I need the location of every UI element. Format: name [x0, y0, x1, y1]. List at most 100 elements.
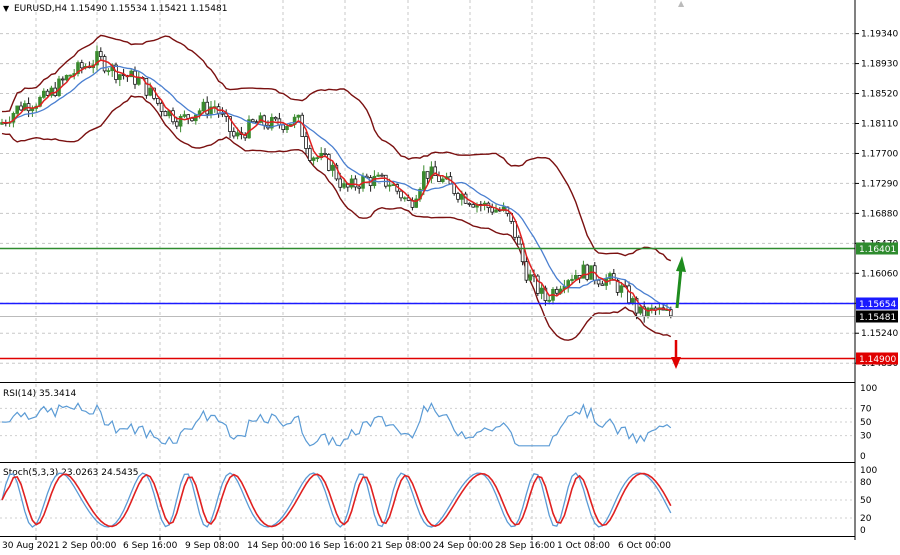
bollinger-lower: [1, 95, 672, 341]
rsi-tick-label: 50: [860, 418, 872, 428]
mid-level-tag: [856, 297, 898, 310]
candle-body: [570, 278, 574, 281]
upper-level-tag: [856, 242, 898, 255]
time-tick-label: 9 Sep 08:00: [185, 541, 240, 551]
candle-body: [524, 261, 529, 281]
candle-body: [669, 309, 673, 317]
candle-body: [99, 51, 103, 57]
stoch-tick-label: 50: [860, 496, 872, 506]
candle-body: [304, 136, 308, 149]
candle-body: [490, 207, 494, 213]
candle-body: [254, 121, 259, 124]
ma-fast-line: [1, 59, 672, 312]
candle-body: [349, 178, 354, 188]
rsi-panel[interactable]: [0, 383, 855, 461]
candle-body: [650, 307, 654, 310]
candle-body: [387, 184, 392, 187]
candle-body: [555, 288, 559, 294]
candle-body: [42, 90, 46, 98]
candle-body: [323, 152, 327, 155]
candle-body: [520, 243, 525, 263]
candle-body: [536, 275, 540, 294]
stoch-panel[interactable]: [0, 464, 855, 536]
rsi-title: RSI(14) 35.3414: [3, 389, 76, 399]
candle-body: [205, 101, 210, 115]
candle-body: [163, 111, 168, 117]
price-tick-label: 1.16060: [861, 269, 898, 279]
bollinger-bands: [1, 34, 672, 341]
candle-body: [357, 186, 361, 189]
candle-body: [402, 197, 407, 200]
candle-body: [136, 77, 141, 85]
price-tick-label: 1.19340: [861, 30, 898, 40]
mid-level-tag-label: 1.15654: [859, 300, 896, 310]
stoch-main-line: [1, 472, 672, 528]
time-tick-label: 30 Aug 2021: [2, 541, 60, 551]
rsi-axis: 100 70 50 30 0: [0, 384, 877, 462]
stoch-signal-line: [1, 472, 672, 528]
candle-body: [19, 105, 23, 111]
upper-level-tag-label: 1.16401: [859, 245, 896, 255]
time-tick-label: 21 Sep 08:00: [371, 541, 431, 551]
moving-averages: [1, 59, 672, 312]
rsi-tick-label: 100: [860, 384, 877, 394]
time-tick-label: 6 Oct 00:00: [618, 541, 671, 551]
chart-header-arrow-icon[interactable]: ▼: [3, 4, 10, 13]
candle-body: [182, 114, 187, 117]
stoch-tick-label: 80: [860, 478, 872, 488]
candle-body: [235, 132, 240, 137]
candle-body: [106, 70, 111, 73]
level-tags: 1.16401 1.15654 1.15481 1.14900: [856, 242, 898, 365]
candle-body: [209, 106, 213, 115]
candle-body: [517, 236, 521, 245]
candle-body: [296, 114, 301, 118]
candle-body: [22, 103, 27, 111]
candle-body: [414, 198, 418, 208]
current-price-tag-label: 1.15481: [859, 313, 896, 323]
price-tick-label: 1.15240: [861, 329, 898, 339]
candle-body: [273, 117, 278, 120]
candle-body: [547, 299, 551, 302]
time-tick-label: 16 Sep 16:00: [309, 541, 369, 551]
candle-body: [376, 174, 380, 177]
candle-body: [311, 157, 316, 161]
candle-body: [102, 56, 107, 72]
candle-body: [433, 166, 437, 176]
time-axis: 30 Aug 2021 2 Sep 00:00 6 Sep 16:00 9 Sep 0…: [2, 536, 671, 551]
candle-body: [440, 178, 445, 183]
candle-body: [353, 178, 358, 188]
candle-body: [118, 74, 122, 80]
candle-body: [68, 74, 73, 77]
time-tick-label: 2 Sep 00:00: [62, 541, 117, 551]
candle-body: [399, 190, 403, 199]
time-tick-label: 1 Oct 08:00: [557, 541, 610, 551]
candle-body: [307, 148, 312, 161]
lower-level-tag: [856, 352, 898, 365]
candle-body: [596, 279, 601, 285]
candle-body: [144, 77, 149, 96]
price-tick-label: 1.16880: [861, 209, 898, 219]
lower-level-tag-label: 1.14900: [859, 355, 896, 365]
rsi-tick-label: 70: [860, 404, 872, 414]
main-chart-area[interactable]: [0, 0, 855, 380]
rsi-tick-label: 0: [860, 452, 866, 462]
candle-body: [528, 274, 532, 281]
candle-body: [494, 209, 498, 213]
scroll-up-icon[interactable]: ▲: [678, 0, 685, 8]
candle-body: [539, 287, 544, 294]
rsi-line: [1, 401, 672, 447]
candle-body: [581, 264, 586, 279]
candle-body: [342, 183, 346, 188]
price-tick-label: 1.17290: [861, 179, 898, 189]
time-tick-label: 24 Sep 00:00: [433, 541, 493, 551]
time-tick-label: 14 Sep 00:00: [247, 541, 307, 551]
chart-header: EURUSD,H4 1.15490 1.15534 1.15421 1.1548…: [14, 4, 227, 14]
candle-body: [148, 87, 153, 96]
candle-body: [159, 102, 164, 112]
rsi-tick-label: 30: [860, 432, 872, 442]
current-price-tag: [856, 310, 898, 323]
forecast-arrows: [671, 256, 686, 369]
candle-body: [421, 171, 426, 190]
candle-body: [646, 307, 650, 317]
